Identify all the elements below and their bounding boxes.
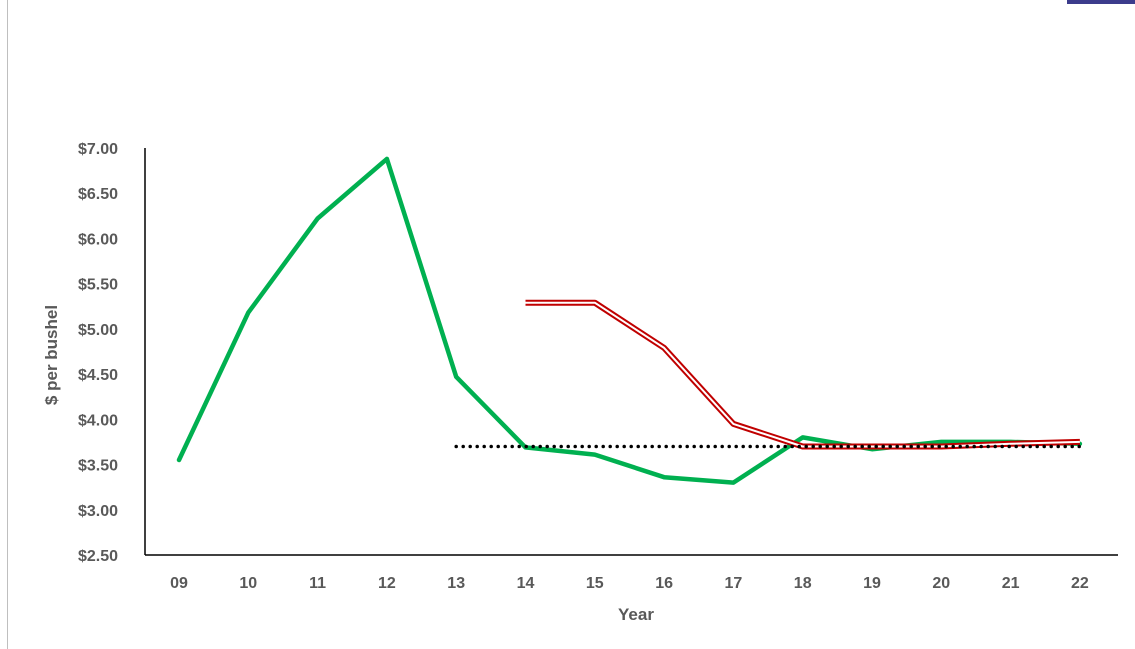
x-tick-label: 21 (1002, 575, 1020, 592)
x-tick-label: 11 (309, 575, 326, 592)
labels-layer: $2.50 $3.00 $3.50 $4.00 $4.50 $5.00 $5.50 $6.00… (78, 141, 1089, 592)
x-tick-label: 17 (725, 575, 743, 592)
series-line-red-inner (525, 301, 1080, 448)
y-tick-label: $2.50 (78, 548, 118, 565)
corner-tab (1067, 0, 1135, 4)
y-tick-label: $7.00 (78, 141, 118, 158)
x-tick-label: 15 (586, 575, 604, 592)
y-tick-label: $6.00 (78, 231, 118, 248)
x-axis-title: Year (618, 605, 654, 624)
x-tick-label: 19 (863, 575, 881, 592)
x-tick-label: 12 (378, 575, 396, 592)
x-tick-label: 18 (794, 575, 812, 592)
y-axis-title: $ per bushel (42, 305, 61, 405)
x-tick-label: 10 (239, 575, 257, 592)
y-tick-label: $3.00 (78, 503, 118, 520)
series-line-red-outer (525, 299, 1080, 450)
y-tick-label: $6.50 (78, 186, 118, 203)
axes-layer (144, 148, 1118, 556)
x-tick-label: 20 (932, 575, 950, 592)
x-tick-label: 16 (655, 575, 673, 592)
x-tick-label: 13 (447, 575, 465, 592)
x-tick-label: 22 (1071, 575, 1089, 592)
y-tick-label: $4.50 (78, 367, 118, 384)
x-tick-label: 09 (170, 575, 188, 592)
y-tick-label: $5.00 (78, 322, 118, 339)
series-layer (176, 156, 1083, 485)
y-tick-label: $5.50 (78, 277, 118, 294)
y-tick-label: $3.50 (78, 458, 118, 475)
x-tick-label: 14 (517, 575, 535, 592)
series-line-green (176, 156, 1083, 485)
y-tick-label: $4.00 (78, 412, 118, 429)
frame-border (7, 0, 8, 649)
